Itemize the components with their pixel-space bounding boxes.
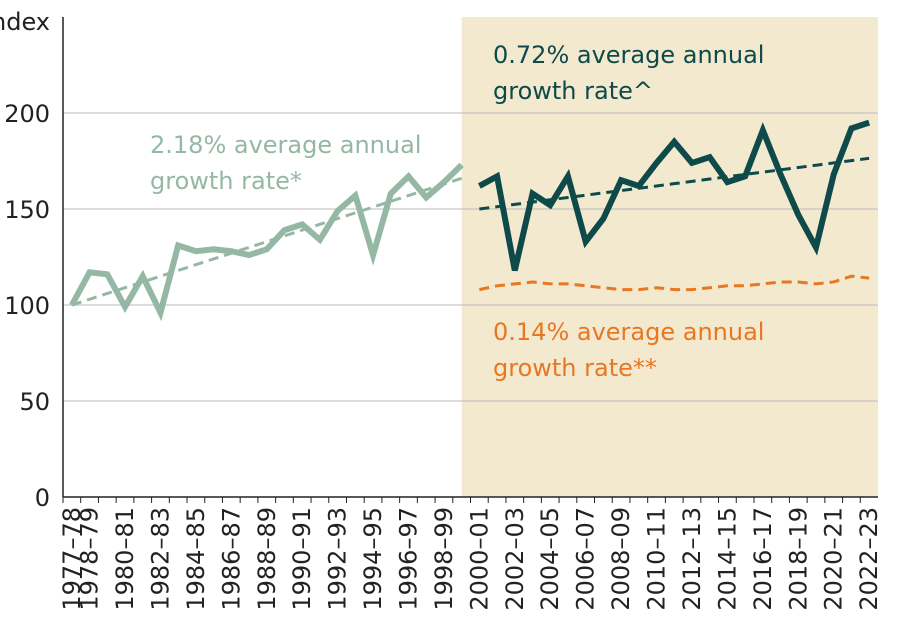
- y-tick-label: 0: [35, 484, 50, 512]
- y-axis-label: Index: [0, 8, 50, 36]
- trend-line: [71, 176, 463, 307]
- x-tick-label: 1986–87: [217, 507, 245, 611]
- y-tick-label: 200: [4, 100, 50, 128]
- x-tick-label: 2002–03: [501, 507, 529, 611]
- x-tick-label: 2018–19: [784, 507, 812, 611]
- x-tick-label: 2020–21: [820, 507, 848, 611]
- x-tick-label: 2004–05: [536, 507, 564, 611]
- x-tick-label: 1994–95: [359, 507, 387, 611]
- annotation: growth rate**: [493, 354, 657, 382]
- annotation: 0.72% average annual: [493, 41, 764, 69]
- x-tick-label: 2022–23: [855, 507, 883, 611]
- annotation: 2.18% average annual: [150, 131, 421, 159]
- annotation: growth rate^: [493, 77, 653, 105]
- shaded-region: [461, 17, 878, 497]
- x-tick-label: 2012–13: [678, 507, 706, 611]
- y-tick-label: 150: [4, 196, 50, 224]
- x-tick-label: 1996–97: [394, 507, 422, 611]
- data-line: [69, 162, 464, 322]
- x-tick-label: 1992–93: [324, 507, 352, 611]
- annotation: growth rate*: [150, 167, 302, 195]
- x-tick-label: 2000–01: [465, 507, 493, 611]
- y-tick-label: 100: [4, 292, 50, 320]
- x-tick-label: 2008–09: [607, 507, 635, 611]
- x-tick-label: 1982–83: [146, 507, 174, 611]
- data-line: [477, 119, 871, 272]
- x-tick-label: 1984–85: [182, 507, 210, 611]
- x-tick-label: 1990–91: [288, 507, 316, 611]
- x-tick-label: 1980–81: [111, 507, 139, 611]
- y-tick-label: 50: [19, 388, 50, 416]
- x-tick-label: 2006–07: [572, 507, 600, 611]
- x-tick-label: 2010–11: [643, 507, 671, 611]
- trend-line: [479, 274, 870, 292]
- x-tick-label: 2016–17: [749, 507, 777, 611]
- annotation: 0.14% average annual: [493, 318, 764, 346]
- x-tick-label: 1998–99: [430, 507, 458, 611]
- x-tick-label: 2014–15: [713, 507, 741, 611]
- x-tick-label: 1978–79: [76, 507, 104, 611]
- x-tick-label: 1977–78: [58, 507, 86, 611]
- x-tick-label: 1988–89: [253, 507, 281, 611]
